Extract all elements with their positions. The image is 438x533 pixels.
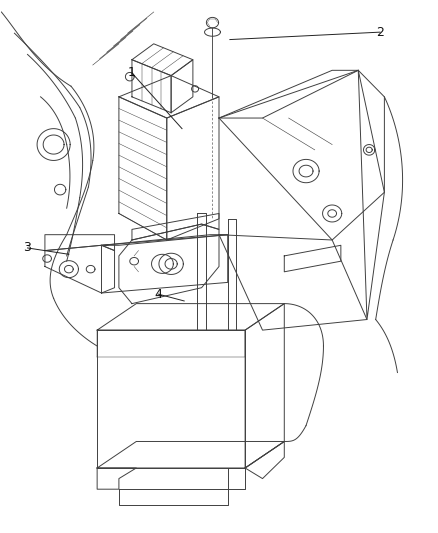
Text: 1: 1 bbox=[128, 67, 136, 79]
Text: 3: 3 bbox=[24, 241, 32, 254]
Text: 2: 2 bbox=[376, 26, 384, 38]
Text: 4: 4 bbox=[154, 288, 162, 301]
